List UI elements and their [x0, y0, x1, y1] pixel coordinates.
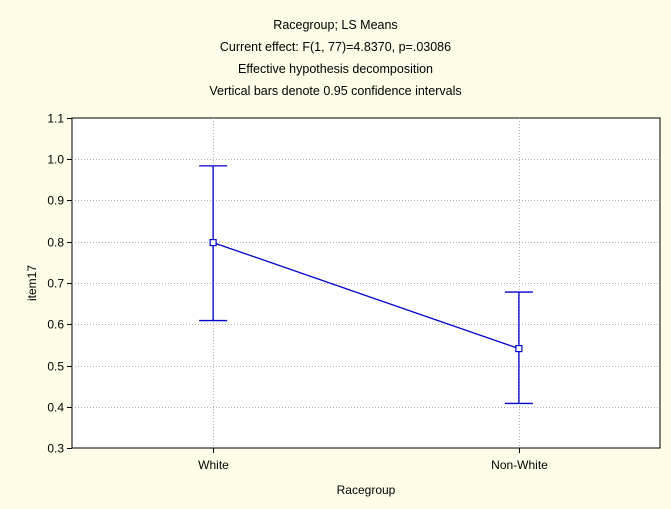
y-axis-label: item17 — [25, 265, 39, 301]
y-tick-label: 1.1 — [47, 112, 64, 126]
x-tick-label: Non-White — [491, 458, 548, 472]
data-point — [209, 238, 217, 247]
chart-title-line-2: Current effect: F(1, 77)=4.8370, p=.0308… — [219, 40, 452, 54]
y-tick-label: 0.8 — [47, 236, 64, 250]
y-tick-label: 0.7 — [47, 277, 64, 291]
x-tick-label: White — [198, 458, 229, 472]
y-tick-label: 1.0 — [47, 153, 64, 167]
y-tick-label: 0.5 — [47, 360, 64, 374]
series-line — [212, 241, 520, 350]
chart-title-line-4: Vertical bars denote 0.95 confidence int… — [209, 84, 462, 98]
chart-title-line-1: Racegroup; LS Means — [273, 18, 398, 32]
axes: 0.3 0.4 0.5 0.6 0.7 0.8 0.9 1.0 1.1 White Non-Whit… — [47, 112, 548, 473]
chart-title-line-3: Effective hypothesis decomposition — [237, 62, 434, 76]
y-tick-label: 0.3 — [47, 442, 64, 456]
data-point — [515, 344, 523, 353]
data-series — [199, 165, 533, 405]
x-axis-label: Racegroup — [337, 483, 396, 497]
y-tick-label: 0.6 — [47, 318, 64, 332]
chart-title: Racegroup; LS Means Current effect: F(1,… — [0, 14, 671, 102]
y-tick-label: 0.4 — [47, 401, 64, 415]
grid-lines — [72, 118, 660, 448]
y-tick-label: 0.9 — [47, 194, 64, 208]
